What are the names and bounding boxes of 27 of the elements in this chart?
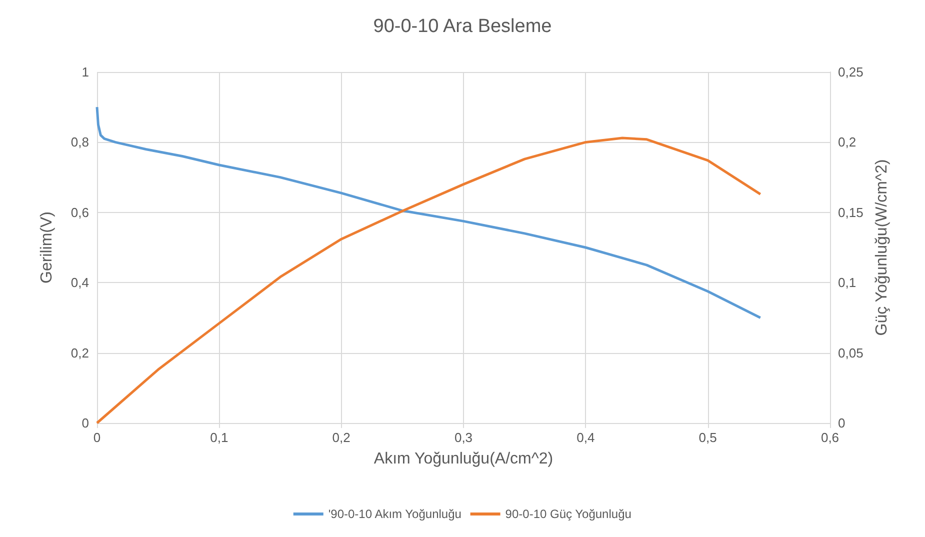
y-tick-label: 0,8 (70, 134, 89, 150)
y-tick-label: 0,4 (70, 275, 89, 290)
x-tick-label: 0,1 (210, 430, 228, 445)
x-tick-label: 0,6 (820, 430, 840, 445)
line-series (96, 136, 762, 424)
y2-tick-label: 0 (838, 416, 846, 430)
x-axis-title: Akım Yoğunluğu(A/cm^2) (374, 450, 554, 468)
legend-label: 90-0-10 Güç Yoğunluğu (505, 507, 632, 521)
y-tick-label: 0,6 (70, 204, 89, 220)
x-tick-label: 0,3 (454, 430, 473, 445)
y-tick-label: 0 (82, 416, 89, 430)
y2-tick-label: 0,2 (838, 134, 856, 150)
y2-tick-label: 0,1 (838, 275, 856, 290)
y-axis-title: Gerilim(V) (38, 212, 56, 284)
y-tick-label: 0,2 (70, 345, 89, 360)
y2-tick-label: 0,05 (838, 345, 864, 360)
y2-axis-title: Güç Yoğunluğu(W/cm^2) (874, 159, 891, 336)
x-tick-label: 0 (93, 430, 101, 445)
legend-label: '90-0-10 Akım Yoğunluğu (328, 507, 462, 521)
y2-tick-label: 0,15 (838, 204, 864, 220)
x-tick-label: 0,5 (698, 430, 717, 445)
chart-title: 90-0-10 Ara Besleme (373, 16, 552, 37)
y-tick-label: 1 (82, 64, 89, 80)
line-series (96, 106, 762, 319)
y2-tick-label: 0,25 (838, 64, 864, 80)
x-tick-label: 0,4 (576, 430, 595, 445)
x-tick-label: 0,2 (332, 430, 350, 445)
